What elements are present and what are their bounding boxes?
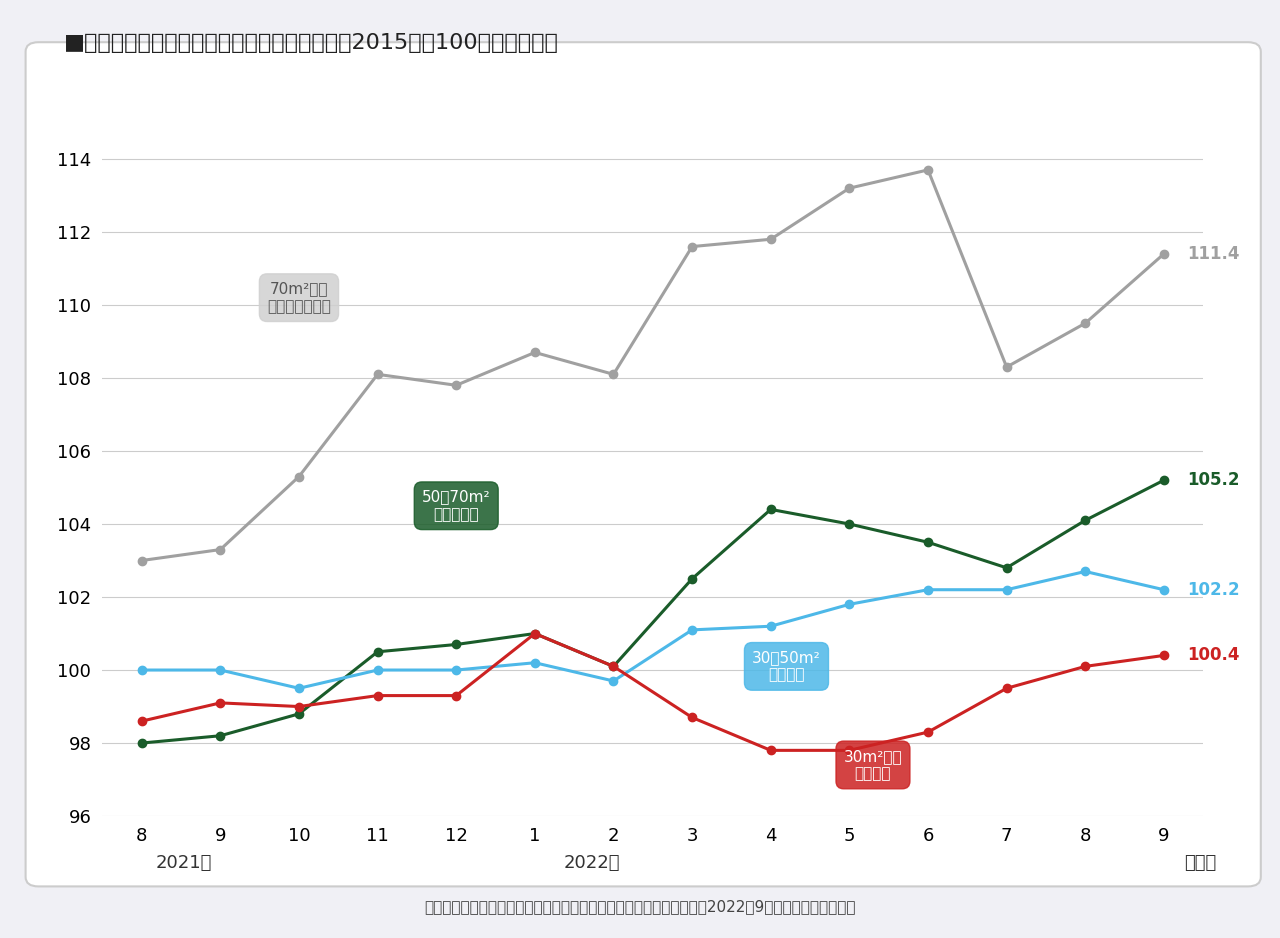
Text: 出典：全国主要都市の「賃貸マンション・アパート」募集家賃動向（2022年9月）アットホーム調べ: 出典：全国主要都市の「賃貸マンション・アパート」募集家賃動向（2022年9月）ア… [424, 900, 856, 915]
Text: 2022年: 2022年 [563, 854, 620, 871]
Text: 70m²以上
大型ファミリー: 70m²以上 大型ファミリー [268, 281, 332, 314]
Text: 111.4: 111.4 [1188, 245, 1240, 263]
Text: 102.2: 102.2 [1188, 581, 1240, 598]
Text: 105.2: 105.2 [1188, 471, 1240, 490]
Text: 2021年: 2021年 [156, 854, 212, 871]
Text: 30～50m²
カップル: 30～50m² カップル [753, 650, 820, 683]
Text: 100.4: 100.4 [1188, 646, 1240, 664]
Text: ■東京都下－マンション平均家賃指数の推移（2015年＝100としたもの）: ■東京都下－マンション平均家賃指数の推移（2015年＝100としたもの） [64, 33, 559, 53]
Text: 30m²未満
シングル: 30m²未満 シングル [844, 749, 902, 781]
Text: 50～70m²
ファミリー: 50～70m² ファミリー [422, 490, 490, 522]
Text: （月）: （月） [1184, 854, 1216, 871]
